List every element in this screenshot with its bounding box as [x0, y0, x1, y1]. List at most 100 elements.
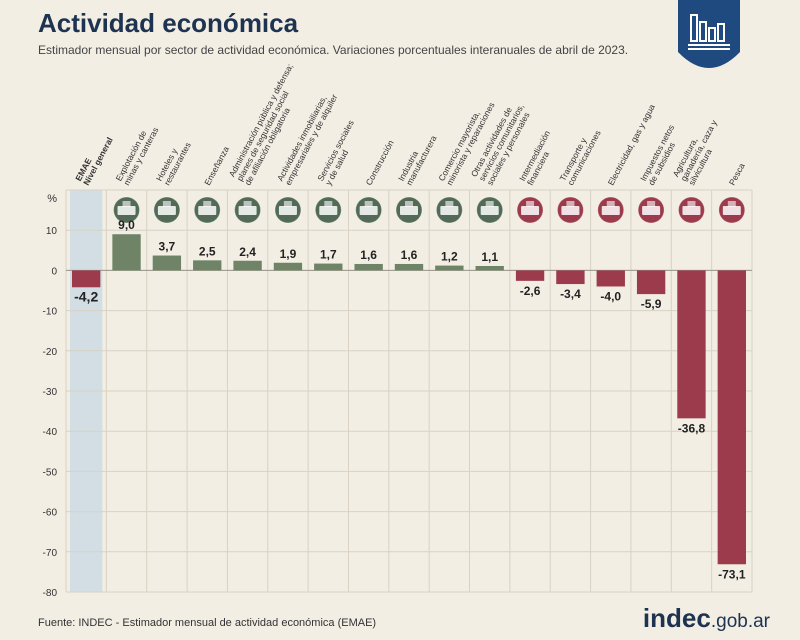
icon-ring [113, 196, 141, 224]
category-label: Construcción [364, 138, 396, 187]
y-tick-label: -60 [43, 508, 58, 519]
icon-ring [314, 196, 342, 224]
icon-ring [637, 196, 665, 224]
category-label: Agricultura,ganadería, caza ysilvicultur… [671, 118, 720, 187]
industry-icon [395, 196, 423, 224]
icon-glyph [682, 206, 701, 215]
category-label-line: Pesca [727, 161, 747, 187]
data-label: 3,7 [159, 240, 176, 254]
icon-glyph-top [283, 201, 292, 207]
icon-glyph-top [405, 201, 413, 207]
data-label: 2,5 [199, 244, 216, 258]
icon-ring [556, 196, 584, 224]
icon-glyph [117, 206, 136, 215]
bar [314, 263, 343, 271]
y-unit-label: % [47, 193, 57, 205]
icon-ring [193, 196, 221, 224]
icon-glyph [642, 206, 661, 215]
health-icon [314, 196, 342, 224]
icon-ring [355, 196, 383, 224]
data-label: -3,4 [560, 287, 581, 301]
icon-glyph-top [243, 201, 252, 207]
data-label: 1,6 [360, 248, 377, 262]
bar-chart-logo-icon [688, 14, 730, 50]
icon-glyph-top [122, 201, 131, 207]
y-tick-label: -30 [43, 387, 58, 398]
data-label: -2,6 [520, 284, 541, 298]
fishing-icon [718, 196, 746, 224]
icon-glyph [480, 206, 499, 215]
bar [394, 263, 424, 271]
bar [475, 265, 504, 271]
category-label: Pesca [727, 161, 747, 187]
education-icon [193, 196, 221, 224]
electricity-icon [597, 196, 625, 224]
bar [556, 270, 585, 285]
bar [273, 262, 303, 271]
icon-glyph [722, 206, 741, 215]
icon-glyph [198, 206, 217, 215]
data-label: 9,0 [118, 218, 135, 232]
bar [435, 265, 464, 271]
data-label: -36,8 [678, 421, 706, 435]
bar [193, 260, 222, 271]
y-tick-label: 10 [46, 226, 58, 237]
icon-glyph-top [526, 201, 535, 207]
icon-glyph-top [606, 201, 615, 207]
indec-brand[interactable]: indec.gob.ar [643, 603, 770, 634]
data-label: -73,1 [718, 567, 746, 581]
icon-ring [435, 196, 463, 224]
icon-ring [677, 196, 705, 224]
icon-ring [718, 196, 746, 224]
data-label: 1,2 [441, 250, 458, 264]
grid-lines [65, 189, 753, 593]
data-label: -5,9 [641, 297, 662, 311]
icon-glyph-top [364, 201, 373, 207]
icon-glyph [561, 206, 580, 215]
icon-glyph-top [687, 201, 696, 207]
bar [636, 270, 666, 295]
brand-domain: .gob.ar [710, 611, 770, 632]
icon-ring [516, 196, 544, 224]
construction-icon [355, 196, 383, 224]
icon-glyph-top [203, 201, 212, 207]
icon-glyph [440, 206, 459, 215]
bar [354, 263, 383, 271]
bar [515, 270, 545, 281]
icon-glyph-top [727, 201, 736, 207]
bar [152, 255, 182, 271]
icon-glyph-top [566, 201, 575, 207]
icon-glyph-top [445, 201, 454, 207]
icon-ring [395, 196, 423, 224]
data-label: 1,1 [481, 250, 498, 264]
data-label: 1,7 [320, 248, 337, 262]
icon-ring [234, 196, 262, 224]
icon-glyph [521, 206, 540, 215]
icon-glyph [601, 206, 620, 215]
icon-ring [153, 196, 181, 224]
bar [233, 260, 262, 271]
bar [72, 270, 101, 288]
data-label: -4,2 [74, 288, 98, 304]
mining-icon [113, 196, 141, 224]
government-icon [234, 196, 262, 224]
icon-glyph [157, 206, 176, 215]
taxes-icon [637, 196, 665, 224]
icon-ring [274, 196, 302, 224]
services-icon [476, 196, 504, 224]
brand-main: indec [642, 603, 711, 633]
page-subtitle: Estimador mensual por sector de activida… [38, 43, 629, 57]
icon-glyph-top [485, 201, 494, 207]
icon-glyph [359, 206, 378, 215]
icon-glyph [238, 206, 257, 215]
real-estate-icon [274, 196, 302, 224]
y-tick-label: -70 [43, 548, 58, 559]
agriculture-icon [677, 196, 705, 224]
icon-glyph [400, 206, 418, 215]
icon-glyph [278, 206, 297, 215]
icon-glyph [319, 206, 338, 215]
